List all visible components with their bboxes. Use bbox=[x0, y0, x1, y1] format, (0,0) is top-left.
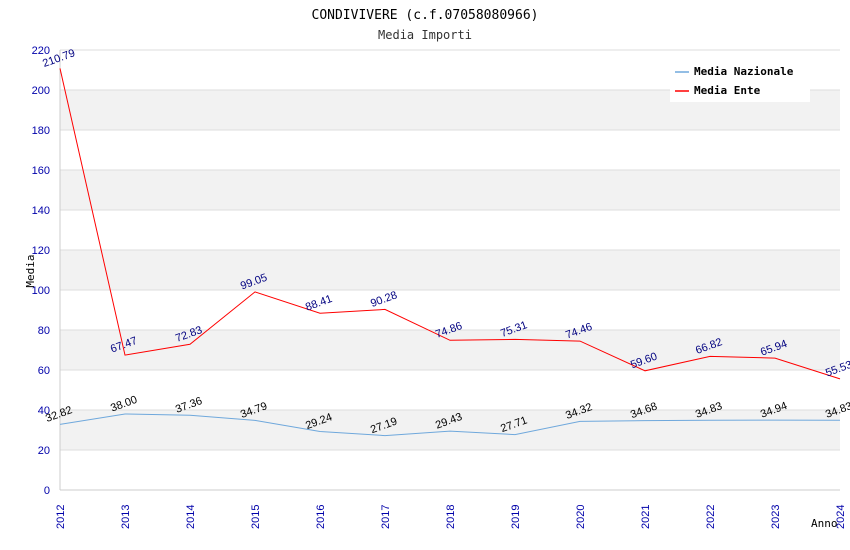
y-tick-label: 80 bbox=[38, 325, 50, 337]
plot-band bbox=[60, 210, 840, 250]
y-tick-label: 100 bbox=[32, 285, 50, 297]
x-tick-labels: 2012 2013 2014 2015 2016 2017 2018 2019 2020 2021… bbox=[55, 505, 847, 529]
plot-band bbox=[60, 250, 840, 290]
x-tick-label: 2021 bbox=[640, 505, 652, 529]
y-tick-label: 160 bbox=[32, 165, 50, 177]
plot-band bbox=[60, 410, 840, 450]
x-tick-label: 2019 bbox=[510, 505, 522, 529]
plot-band bbox=[60, 290, 840, 330]
y-tick-label: 40 bbox=[38, 405, 50, 417]
plot-band bbox=[60, 170, 840, 210]
legend: Media Nazionale Media Ente bbox=[670, 58, 810, 102]
legend-box bbox=[670, 58, 810, 102]
y-tick-label: 120 bbox=[32, 245, 50, 257]
y-tick-labels: 0 20 40 60 80 100 120 140 160 180 200 220 bbox=[32, 45, 50, 497]
plot-band bbox=[60, 450, 840, 490]
plot-band bbox=[60, 370, 840, 410]
chart-title: CONDIVIVERE (c.f.07058080966) bbox=[312, 8, 539, 23]
x-tick-label: 2023 bbox=[770, 505, 782, 529]
y-tick-label: 220 bbox=[32, 45, 50, 57]
x-axis-label: Anno bbox=[811, 517, 838, 530]
x-tick-label: 2018 bbox=[445, 505, 457, 529]
legend-label-media-ente: Media Ente bbox=[694, 84, 761, 97]
series-lines bbox=[59, 68, 841, 437]
x-tick-label: 2013 bbox=[120, 505, 132, 529]
legend-label-media-nazionale: Media Nazionale bbox=[694, 65, 794, 78]
plot-band bbox=[60, 130, 840, 170]
x-tick-label: 2017 bbox=[380, 505, 392, 529]
series-line-media-ente bbox=[59, 68, 841, 380]
y-tick-label: 200 bbox=[32, 85, 50, 97]
y-tick-label: 60 bbox=[38, 365, 50, 377]
x-tick-label: 2020 bbox=[575, 505, 587, 529]
x-tick-label: 2012 bbox=[55, 505, 67, 529]
plot-band bbox=[60, 330, 840, 370]
x-tick-label: 2022 bbox=[705, 505, 717, 529]
y-axis-label: Media bbox=[24, 254, 37, 287]
y-tick-label: 20 bbox=[38, 445, 50, 457]
x-tick-label: 2024 bbox=[835, 505, 847, 529]
series-line-media-nazionale bbox=[59, 413, 841, 437]
y-tick-label: 0 bbox=[44, 485, 50, 497]
plot-background bbox=[60, 50, 840, 490]
x-tick-label: 2015 bbox=[250, 505, 262, 529]
y-tick-label: 140 bbox=[32, 205, 50, 217]
x-tick-label: 2014 bbox=[185, 505, 197, 529]
y-tick-label: 180 bbox=[32, 125, 50, 137]
x-tick-label: 2016 bbox=[315, 505, 327, 529]
chart-subtitle: Media Importi bbox=[378, 28, 472, 42]
